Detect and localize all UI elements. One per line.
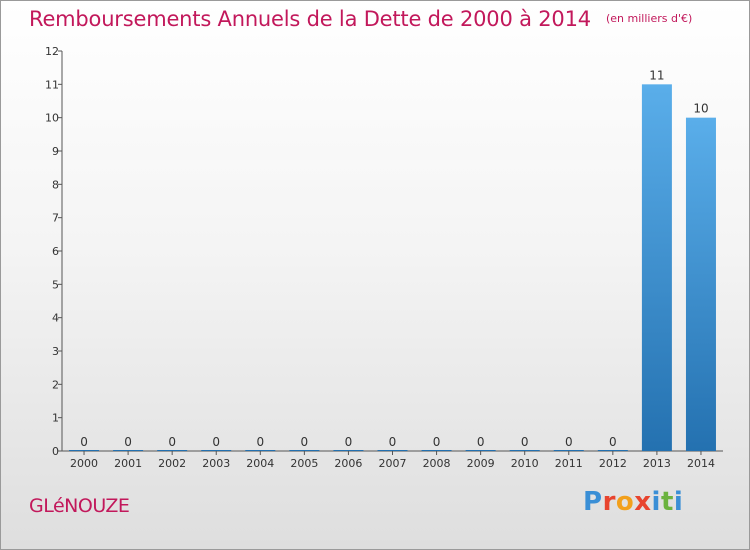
commune-name: GLéNOUZE (29, 495, 130, 517)
y-tick-label: 6 (52, 245, 59, 258)
value-label-2014: 10 (693, 102, 708, 116)
bar-2003 (201, 450, 232, 451)
value-label-2003: 0 (212, 435, 220, 449)
value-label-2010: 0 (521, 435, 529, 449)
x-tick-label-2011: 2011 (555, 457, 583, 470)
y-tick-label: 11 (45, 78, 59, 91)
bar-2001 (113, 450, 144, 451)
bar-2011 (553, 450, 584, 451)
bar-2013 (641, 84, 672, 451)
proxiti-logo: Proxiti (583, 487, 684, 517)
x-tick-label-2010: 2010 (511, 457, 539, 470)
y-tick-label: 12 (45, 45, 59, 58)
y-tick-label: 2 (52, 378, 59, 391)
value-label-2004: 0 (256, 435, 264, 449)
y-tick-label: 4 (52, 312, 59, 325)
x-tick-label-2000: 2000 (70, 457, 98, 470)
bar-2002 (157, 450, 188, 451)
bar-2007 (377, 450, 408, 451)
y-tick-label: 10 (45, 112, 59, 125)
chart-bars (69, 84, 716, 452)
x-tick-label-2006: 2006 (334, 457, 362, 470)
bar-2005 (289, 450, 320, 451)
bar-2000 (69, 450, 100, 451)
value-label-2000: 0 (80, 435, 88, 449)
y-tick-label: 0 (52, 445, 59, 458)
x-tick-label-2002: 2002 (158, 457, 186, 470)
y-tick-label: 3 (52, 345, 59, 358)
bar-2009 (465, 450, 496, 451)
x-tick-label-2012: 2012 (599, 457, 627, 470)
value-label-2002: 0 (168, 435, 176, 449)
x-tick-label-2009: 2009 (467, 457, 495, 470)
bar-2004 (245, 450, 276, 451)
x-tick-label-2003: 2003 (202, 457, 230, 470)
bar-2006 (333, 450, 364, 451)
value-label-2009: 0 (477, 435, 485, 449)
value-label-2011: 0 (565, 435, 573, 449)
x-tick-label-2008: 2008 (423, 457, 451, 470)
value-label-2012: 0 (609, 435, 617, 449)
bar-2010 (509, 450, 540, 451)
value-label-2013: 11 (649, 68, 664, 82)
y-tick-label: 7 (52, 212, 59, 225)
chart-labels: 2000 0 2001 0 2002 0 2003 0 2004 0 2005 0 2006 0 2007 0… (70, 68, 715, 470)
value-label-2007: 0 (389, 435, 397, 449)
value-label-2008: 0 (433, 435, 441, 449)
value-label-2001: 0 (124, 435, 132, 449)
value-label-2006: 0 (345, 435, 353, 449)
chart-unit-note: (en milliers d'€) (606, 12, 693, 25)
bar-2008 (421, 450, 452, 451)
x-tick-label-2005: 2005 (290, 457, 318, 470)
chart-title: Remboursements Annuels de la Dette de 20… (29, 7, 591, 31)
x-tick-label-2001: 2001 (114, 457, 142, 470)
x-tick-label-2013: 2013 (643, 457, 671, 470)
x-tick-label-2007: 2007 (379, 457, 407, 470)
x-tick-label-2014: 2014 (687, 457, 715, 470)
bar-2014 (685, 117, 716, 452)
y-tick-label: 8 (52, 178, 59, 191)
value-label-2005: 0 (301, 435, 309, 449)
y-tick-label: 1 (52, 412, 59, 425)
y-tick-label: 5 (52, 278, 59, 291)
y-tick-label: 9 (52, 145, 59, 158)
bar-2012 (597, 450, 628, 451)
title-row: Remboursements Annuels de la Dette de 20… (29, 7, 692, 31)
x-tick-label-2004: 2004 (246, 457, 274, 470)
